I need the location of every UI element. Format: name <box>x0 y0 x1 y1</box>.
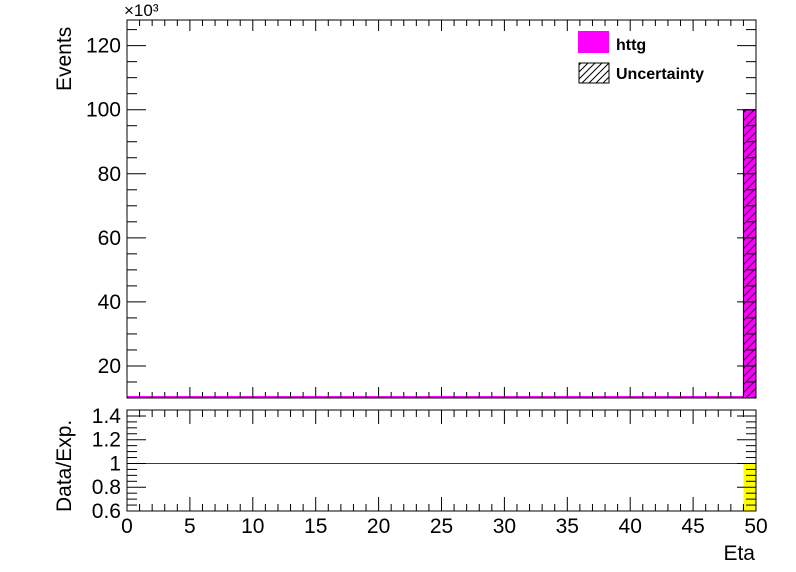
x-tick-label: 0 <box>121 515 133 538</box>
main-plot-panel: 20 40 60 80 100 120 Events ×10³ httg Uncertai… <box>53 1 756 398</box>
x-tick-label: 30 <box>493 515 516 538</box>
main-y-tick-label: 40 <box>98 291 121 314</box>
ratio-plot-frame <box>127 410 756 511</box>
legend-uncertainty-swatch <box>579 63 609 83</box>
main-y-tick-label: 60 <box>98 227 121 250</box>
ratio-y-tick-label: 0.6 <box>92 500 121 523</box>
x-tick-label: 45 <box>681 515 704 538</box>
main-y-axis-title: Events <box>53 27 76 91</box>
x-tick-label: 40 <box>619 515 642 538</box>
x-tick-label: 50 <box>744 515 767 538</box>
x-tick-label: 35 <box>556 515 579 538</box>
x-tick-label: 5 <box>184 515 196 538</box>
legend-uncertainty-label: Uncertainty <box>616 66 704 83</box>
x-tick-label: 10 <box>241 515 264 538</box>
ratio-y-tick-label: 1.4 <box>92 405 122 428</box>
main-y-tick-label: 100 <box>86 99 121 122</box>
ratio-plot-panel: 0.60.811.21.4 0 5 10 15 20 25 30 35 40 45 50 Data/… <box>53 405 768 565</box>
legend-httg-label: httg <box>616 37 646 54</box>
x-tick-label: 20 <box>367 515 390 538</box>
x-tick-label: 25 <box>430 515 453 538</box>
main-y-tick-label: 120 <box>86 35 121 58</box>
legend-httg-swatch <box>578 31 609 53</box>
y-multiplier-label: ×10³ <box>124 1 159 20</box>
ratio-y-tick-label: 0.8 <box>92 476 121 499</box>
ratio-y-axis-title: Data/Exp. <box>53 420 76 512</box>
ratio-y-tick-label: 1.2 <box>92 429 121 452</box>
x-tick-label: 15 <box>304 515 327 538</box>
main-y-tick-label: 20 <box>98 355 121 378</box>
ratio-y-tick-label: 1 <box>109 452 121 475</box>
legend: httg Uncertainty <box>578 31 704 83</box>
main-y-tick-label: 80 <box>98 163 121 186</box>
x-axis-title: Eta <box>723 542 755 565</box>
